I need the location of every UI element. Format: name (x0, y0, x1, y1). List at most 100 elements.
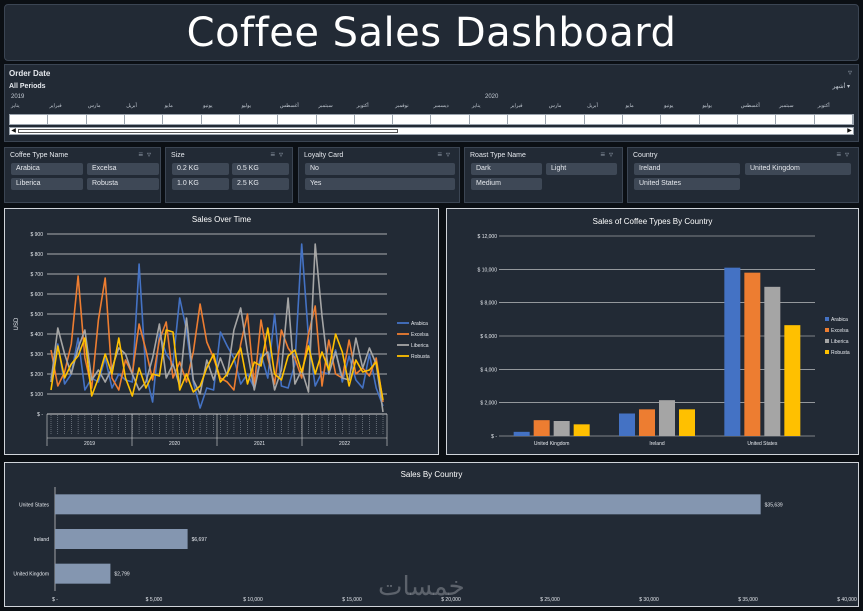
slicer-item-excelsa[interactable]: Excelsa (87, 163, 159, 175)
timeline-scrollbar[interactable]: ◀ ▶ (9, 127, 854, 135)
timeline-month-segment[interactable] (202, 115, 240, 124)
timeline-month-segment[interactable] (700, 115, 738, 124)
loyalty-card-slicer: Loyalty Card ≡▿ No Yes (298, 147, 460, 203)
slicer-item-medium[interactable]: Medium (471, 178, 542, 190)
bar-excelsa (744, 272, 761, 436)
timeline-month-segment[interactable] (163, 115, 202, 124)
slicer-item-2-5kg[interactable]: 2.5 KG (232, 178, 289, 190)
bar-arabica (619, 413, 635, 436)
slicer-item-liberica[interactable]: Liberica (11, 178, 83, 190)
timeline-month-segment[interactable] (393, 115, 432, 124)
bar-liberica (659, 400, 675, 436)
chart-title: Sales of Coffee Types By Country (592, 217, 713, 226)
slicer-item-1-0kg[interactable]: 1.0 KG (172, 178, 229, 190)
slicer-item-robusta[interactable]: Robusta (87, 178, 159, 190)
clear-filter-icon[interactable]: ▿ (847, 68, 852, 77)
x-tick-label: $ 10,000 (243, 597, 263, 603)
x-tick-label: $ 30,000 (639, 597, 659, 603)
slicer-controls[interactable]: ≡▿ (270, 150, 287, 159)
x-year-label: 2021 (254, 441, 265, 447)
country-slicer: Country ≡▿ Ireland United Kingdom United… (627, 147, 859, 203)
legend-swatch (825, 339, 829, 343)
multi-select-icon[interactable]: ≡ (437, 150, 446, 159)
series-line-robusta (50, 327, 384, 401)
y-tick-label: $ 8,000 (480, 301, 497, 307)
clear-filter-icon[interactable]: ▿ (608, 150, 617, 159)
timeline-month-segment[interactable] (546, 115, 585, 124)
order-date-timeline[interactable]: Order Date ▿ All Periods أشهر ▾ 2019 202… (4, 64, 859, 142)
x-year-label: 2020 (169, 441, 180, 447)
timeline-month-label: أكتوبر (356, 103, 369, 109)
timeline-month-segment[interactable] (317, 115, 355, 124)
scroll-left-icon[interactable]: ◀ (11, 128, 16, 134)
timeline-month-segment[interactable] (278, 115, 317, 124)
legend-label: Robusta (831, 350, 850, 356)
timeline-month-segment[interactable] (240, 115, 279, 124)
slicer-item-united-kingdom[interactable]: United Kingdom (745, 163, 851, 175)
timeline-month-segment[interactable] (661, 115, 700, 124)
timeline-month-segment[interactable] (623, 115, 662, 124)
legend-label: Liberica (411, 343, 429, 349)
timeline-month-segment[interactable] (815, 115, 853, 124)
timeline-month-segment[interactable] (508, 115, 547, 124)
bar-robusta (679, 409, 695, 436)
timeline-month-label: مارس (87, 103, 101, 109)
legend-swatch (825, 350, 829, 354)
scroll-right-icon[interactable]: ▶ (847, 128, 852, 134)
timeline-month-segment[interactable] (355, 115, 394, 124)
slicer-controls[interactable]: ≡▿ (600, 150, 617, 159)
timeline-month-segment[interactable] (87, 115, 125, 124)
slicer-item-arabica[interactable]: Arabica (11, 163, 83, 175)
sales-over-time-chart: $ - $ 100 $ 200 $ 300 $ 400 $ 500 $ 600 $ 700 $ … (14, 232, 430, 447)
timeline-month-label: أغسطس (740, 103, 760, 109)
slicer-item-0-2kg[interactable]: 0.2 KG (172, 163, 229, 175)
x-category-label: Ireland (649, 441, 665, 447)
timeline-month-label: سبتمبر (318, 103, 333, 109)
timeline-scroll-thumb[interactable] (18, 129, 398, 133)
bar-robusta (573, 424, 590, 436)
timeline-month-segment[interactable] (470, 115, 509, 124)
clear-filter-icon[interactable]: ▿ (278, 150, 287, 159)
slicer-item-light[interactable]: Light (546, 163, 617, 175)
timeline-month-segment[interactable] (585, 115, 623, 124)
y-tick-label: $ - (491, 434, 497, 440)
chart-title: Sales Over Time (191, 215, 252, 224)
clear-filter-icon[interactable]: ▿ (146, 150, 155, 159)
clear-filter-icon[interactable]: ▿ (844, 150, 853, 159)
slicer-controls[interactable]: ≡▿ (437, 150, 454, 159)
slicer-item-yes[interactable]: Yes (305, 178, 455, 190)
legend-swatch (825, 317, 829, 321)
bar-robusta (784, 325, 801, 436)
slicer-item-dark[interactable]: Dark (471, 163, 542, 175)
slicer-item-0-5kg[interactable]: 0.5 KG (232, 163, 289, 175)
timeline-period-bar[interactable] (9, 114, 854, 125)
timeline-month-label: يناير (11, 103, 20, 109)
legend-label: Excelsa (411, 332, 429, 338)
timeline-month-segment[interactable] (125, 115, 164, 124)
timeline-month-segment[interactable] (48, 115, 87, 124)
timeline-month-segment[interactable] (738, 115, 777, 124)
clear-filter-icon[interactable]: ▿ (445, 150, 454, 159)
timeline-month-label: فبراير (49, 103, 62, 109)
series-line-arabica (50, 243, 384, 409)
multi-select-icon[interactable]: ≡ (836, 150, 845, 159)
timeline-year-2019: 2019 (11, 94, 25, 100)
timeline-level-selector[interactable]: أشهر ▾ (832, 84, 850, 90)
timeline-month-segment[interactable] (10, 115, 49, 124)
timeline-month-segment[interactable] (776, 115, 815, 124)
timeline-month-segment[interactable] (431, 115, 470, 124)
slicer-controls[interactable]: ≡▿ (836, 150, 853, 159)
multi-select-icon[interactable]: ≡ (138, 150, 147, 159)
slicer-controls[interactable]: ≡▿ (138, 150, 155, 159)
slicer-item-no[interactable]: No (305, 163, 455, 175)
timeline-month-label: يوليو (241, 103, 252, 109)
multi-select-icon[interactable]: ≡ (600, 150, 609, 159)
bar-united-kingdom (55, 563, 111, 584)
multi-select-icon[interactable]: ≡ (270, 150, 279, 159)
x-tick-label: $ 5,000 (146, 597, 163, 603)
slicer-item-united-states[interactable]: United States (634, 178, 740, 190)
y-category-label: United States (19, 502, 50, 508)
slicer-item-ireland[interactable]: Ireland (634, 163, 740, 175)
coffee-type-slicer: Coffee Type Name ≡▿ Arabica Excelsa Libe… (4, 147, 161, 203)
x-tick-label: $ 40,000 (837, 597, 857, 603)
